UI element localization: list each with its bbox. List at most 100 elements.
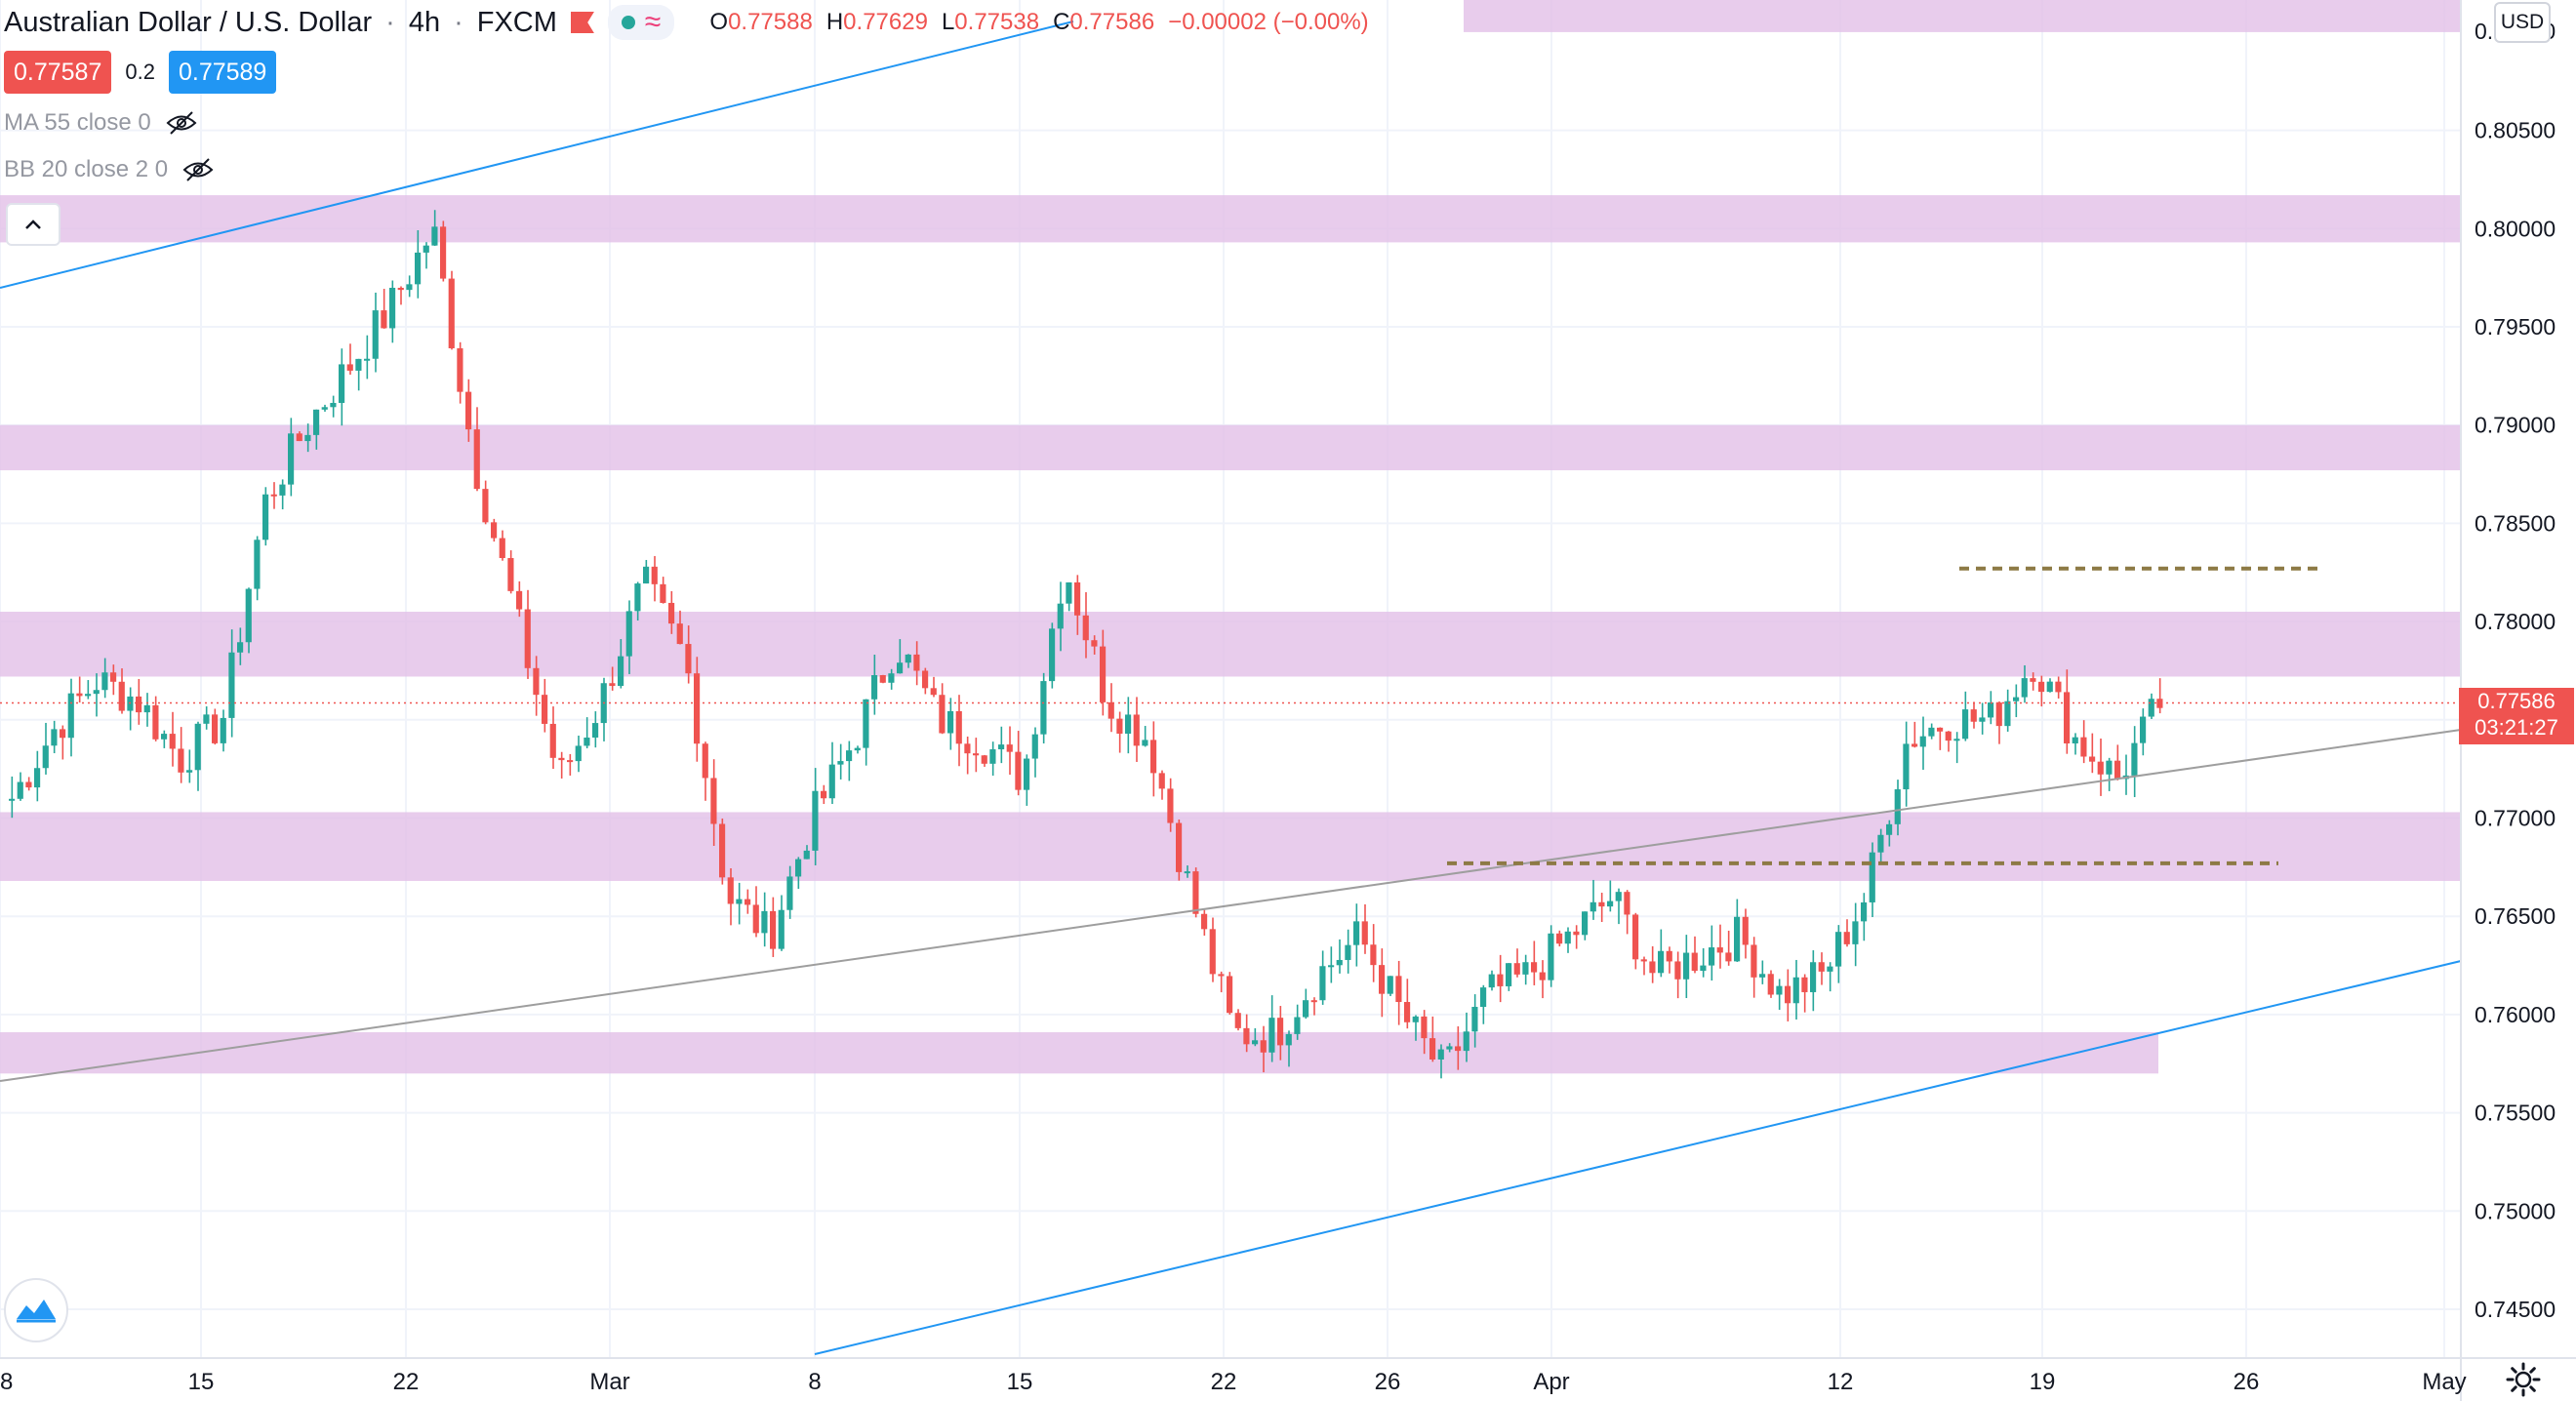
candle-body [1928, 727, 1935, 737]
candle-body [1785, 985, 1791, 1004]
separator: · [385, 6, 395, 38]
eye-crossed-icon[interactable] [165, 110, 198, 136]
candle-body [1158, 773, 1165, 789]
candle-body [372, 310, 379, 359]
symbol-title[interactable]: Australian Dollar / U.S. Dollar [4, 6, 373, 38]
ohlc-close: C0.77586 [1053, 9, 1155, 35]
candle-body [1513, 963, 1520, 975]
candle-body [2089, 756, 2096, 762]
candle-body [618, 656, 624, 687]
candle-body [584, 738, 590, 746]
gear-icon[interactable] [2506, 1362, 2541, 1397]
candle-body [1912, 743, 1918, 747]
candle-body [1488, 974, 1495, 988]
candle-body [423, 245, 429, 253]
candle-body [1607, 901, 1614, 907]
candle-body [828, 764, 835, 799]
market-status-pill[interactable]: ≈ [607, 5, 675, 40]
indicator-ma[interactable]: MA 55 close 0 [4, 109, 198, 137]
candle-body [1894, 789, 1901, 824]
candle-body [1725, 952, 1732, 962]
candle-body [1446, 1046, 1453, 1050]
candle-body [1767, 974, 1774, 995]
candle-body [1970, 709, 1977, 722]
exchange-label: FXCM [476, 6, 557, 38]
buy-price-button[interactable]: 0.77589 [168, 51, 277, 94]
candle-body [1531, 962, 1538, 973]
candle-body [542, 695, 548, 724]
candle-body [1125, 714, 1132, 734]
candle-body [42, 745, 49, 769]
candle-body [634, 583, 641, 612]
y-tick-label: 0.79000 [2475, 413, 2556, 438]
candle-body [1776, 985, 1783, 995]
collapse-legend-button[interactable] [6, 203, 60, 246]
candle-body [1395, 976, 1402, 1003]
candle-body [237, 642, 244, 653]
candle-body [1573, 931, 1580, 936]
candle-body [1463, 1031, 1469, 1052]
candle-body [998, 744, 1005, 750]
symbol-header: Australian Dollar / U.S. Dollar · 4h · F… [4, 2, 1369, 43]
eye-crossed-icon[interactable] [181, 157, 215, 182]
candle-body [1268, 1018, 1275, 1053]
market-open-dot-icon [621, 16, 635, 29]
candle-body [609, 683, 616, 687]
currency-badge[interactable]: USD [2494, 2, 2551, 43]
candle-body [1471, 1007, 1478, 1032]
candle-body [913, 654, 920, 671]
candle-body [1827, 966, 1833, 972]
ohlc-high: H0.77629 [825, 9, 928, 35]
x-tick-label: 22 [1211, 1369, 1237, 1395]
candle-body [1184, 871, 1190, 874]
candle-body [1049, 628, 1056, 682]
candle-body [871, 675, 878, 700]
candle-body [1421, 1016, 1428, 1039]
candle-body [346, 364, 353, 371]
candle-body [897, 662, 904, 674]
sell-price-button[interactable]: 0.77587 [4, 51, 112, 94]
x-tick-label: 15 [1007, 1369, 1033, 1395]
candle-body [1861, 901, 1868, 922]
candle-body [812, 790, 819, 851]
candle-body [279, 484, 286, 496]
indicator-label: BB 20 close 2 0 [4, 156, 169, 182]
y-tick-label: 0.77000 [2475, 806, 2556, 831]
candle-body [1361, 921, 1368, 945]
x-tick-label: 26 [1375, 1369, 1401, 1395]
sr-zone [0, 424, 2461, 471]
candle-body [1480, 987, 1487, 1008]
candle-body [1979, 717, 1986, 722]
candle-body [1006, 744, 1013, 752]
candle-body [761, 910, 768, 934]
indicator-bb[interactable]: BB 20 close 2 0 [4, 156, 215, 183]
candle-body [575, 745, 582, 762]
candle-body [431, 226, 438, 246]
y-tick-label: 0.76000 [2475, 1002, 2556, 1027]
candle-body [339, 364, 345, 403]
candle-body [2030, 678, 2036, 682]
candle-body [1734, 916, 1741, 962]
tradingview-logo-icon[interactable] [4, 1278, 68, 1342]
candle-body [1412, 1016, 1419, 1022]
candle-body [2038, 681, 2045, 693]
flag-icon[interactable] [570, 12, 594, 33]
candle-body [1353, 921, 1360, 945]
candle-body [1243, 1027, 1250, 1045]
timeframe-label[interactable]: 4h [408, 6, 441, 38]
x-tick-label: 8 [0, 1369, 13, 1395]
candle-body [482, 489, 489, 523]
candle-body [1040, 681, 1047, 735]
candle-body [2156, 699, 2163, 708]
candle-body [1801, 977, 1808, 992]
candle-body [837, 761, 844, 765]
candle-body [1437, 1049, 1444, 1060]
candle-body [1100, 646, 1107, 702]
candle-body [660, 583, 666, 603]
candle-body [1201, 913, 1208, 930]
candle-body [254, 540, 261, 589]
candle-body [381, 310, 387, 329]
candle-body [752, 904, 759, 934]
candle-body [1167, 788, 1174, 823]
